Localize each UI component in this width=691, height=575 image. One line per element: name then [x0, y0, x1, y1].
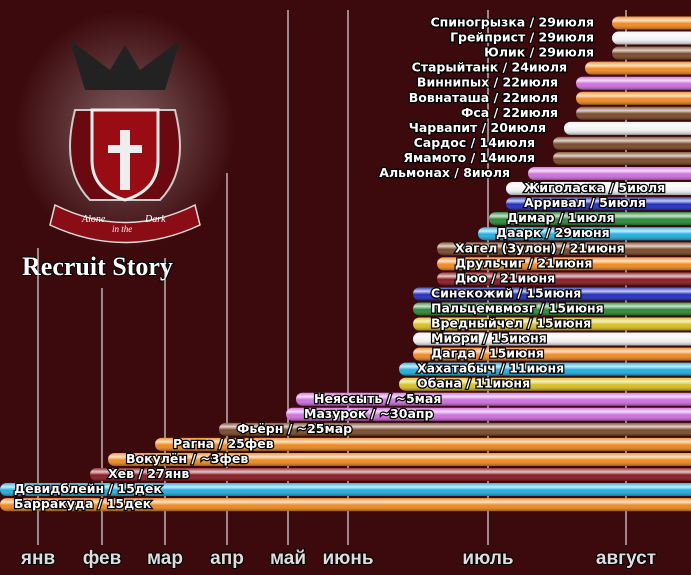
- row-label: Девидблейн / 15дек: [14, 481, 162, 496]
- bar-gloss: [612, 46, 691, 60]
- bar-gloss: [576, 106, 691, 120]
- bar-gloss: [437, 257, 691, 271]
- bar-gloss: [506, 182, 691, 196]
- bar-gloss: [585, 61, 691, 75]
- month-label: май: [270, 548, 306, 569]
- row-label: Рагна / 25фев: [173, 436, 274, 451]
- bar-gloss: [399, 362, 691, 376]
- bar-gloss: [413, 347, 691, 361]
- bar-gloss: [0, 498, 691, 512]
- bar-gloss: [413, 302, 691, 316]
- bar-gloss: [437, 242, 691, 256]
- bar-gloss: [528, 167, 691, 180]
- row-label: Фьёрн / ~25мар: [237, 421, 352, 436]
- row-label: Виннипых / 22июля: [417, 75, 558, 90]
- month-label: июль: [462, 548, 513, 569]
- row-label: Спиногрызка / 29июля: [430, 15, 594, 30]
- bar-gloss: [413, 332, 691, 346]
- row-label: Пальцемвмозг / 15июня: [431, 300, 604, 315]
- month-label: апр: [210, 548, 244, 569]
- row-label: Дюо / 21июня: [455, 270, 555, 285]
- row-label: Старыйтанк / 24июля: [412, 60, 567, 75]
- row-label: Хев / 27янв: [108, 466, 189, 481]
- logo-text: Alone: [81, 214, 106, 225]
- row-label: Грейприст / 29июля: [450, 30, 594, 45]
- row-label: Барракуда / 15дек: [14, 496, 152, 511]
- logo-text: Dark: [144, 214, 166, 225]
- row-label: Обана / 11июня: [417, 376, 530, 391]
- row-label: Вокулён / ~3фев: [126, 451, 248, 466]
- row-label: Сардос / 14июля: [414, 135, 535, 150]
- title: Recruit Story: [22, 252, 173, 281]
- row-label: Юлик / 29июля: [484, 45, 594, 60]
- row-label: Даарк / 29июня: [496, 225, 610, 240]
- row-label: Неяссыть / ~5мая: [314, 391, 441, 406]
- bar-gloss: [553, 151, 691, 165]
- bar-gloss: [506, 197, 691, 211]
- bar-gloss: [413, 287, 691, 301]
- month-label: июнь: [322, 548, 373, 569]
- bar-gloss: [478, 227, 691, 241]
- row-label: Ямамото / 14июля: [403, 150, 535, 165]
- row-label: Синекожий / 15июня: [431, 285, 581, 300]
- bar-gloss: [399, 377, 691, 391]
- month-label: мар: [147, 548, 183, 569]
- bar-gloss: [576, 91, 691, 105]
- row-label: Хахатабыч / 11июня: [417, 361, 564, 376]
- bar-gloss: [413, 317, 691, 331]
- row-label: Фса / 22июля: [461, 105, 558, 120]
- row-label: Димар / 1июля: [507, 210, 615, 225]
- row-label: Вовнаташа / 22июля: [409, 90, 558, 105]
- bar-gloss: [564, 121, 691, 135]
- bar-gloss: [612, 16, 691, 30]
- row-label: Дагда / 15июня: [431, 346, 544, 361]
- row-label: Миори / 15июня: [431, 331, 547, 346]
- row-label: Вредныйчел / 15июня: [431, 316, 591, 331]
- month-label: август: [596, 548, 656, 569]
- bar-gloss: [155, 437, 691, 451]
- bar-gloss: [576, 76, 691, 90]
- logo-text: in the: [112, 224, 132, 234]
- bar-gloss: [489, 212, 691, 226]
- bar-gloss: [219, 422, 691, 436]
- bar-gloss: [296, 392, 691, 406]
- bar-gloss: [286, 407, 691, 421]
- bar-gloss: [108, 452, 691, 466]
- logo: Alone in the Dark: [15, 10, 235, 250]
- month-label: янв: [20, 548, 55, 569]
- row-label: Хагел (Зулон) / 21июня: [455, 240, 625, 255]
- bar-gloss: [553, 136, 691, 150]
- bar-gloss: [437, 272, 691, 286]
- row-label: Альмонах / 8июля: [379, 165, 510, 180]
- bar-gloss: [90, 468, 691, 481]
- month-label: фев: [83, 548, 122, 569]
- row-label: Жиголаска / 5июля: [524, 180, 665, 195]
- row-label: Чарвапит / 20июля: [409, 120, 546, 135]
- row-label: Мазурок / ~30апр: [304, 406, 434, 421]
- bar-gloss: [0, 483, 691, 497]
- row-label: Друльчиг / 21июня: [455, 255, 592, 270]
- row-label: Арривал / 5июля: [524, 195, 646, 210]
- bar-gloss: [612, 31, 691, 45]
